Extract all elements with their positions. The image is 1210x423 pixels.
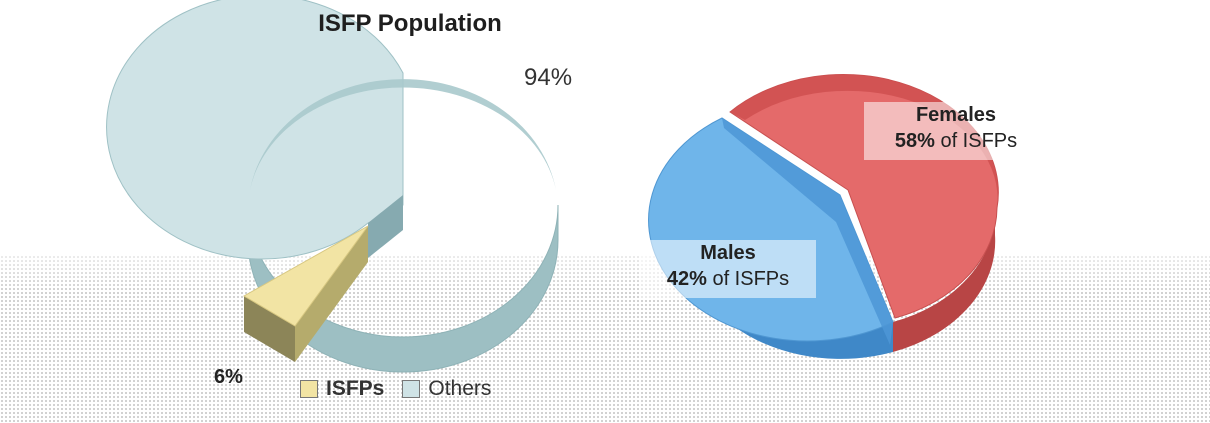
legend-swatch-others [402, 380, 421, 398]
legend-label-isfps: ISFPs [326, 377, 385, 400]
legend-swatch-isfps [300, 380, 318, 398]
males-percent: 42% [666, 268, 707, 290]
females-callout: Females 58% of ISFPs [864, 102, 1048, 160]
slice-isfps-side-b [295, 226, 368, 362]
legend-label-others: Others [428, 377, 492, 400]
males-suffix: of ISFPs [706, 268, 790, 290]
chart-title: ISFP Population [318, 10, 502, 37]
legend: ISFPs Others [300, 377, 509, 401]
females-percent: 58% [894, 130, 935, 152]
slice-females-side [893, 205, 996, 352]
others-value-label: 94% [524, 64, 573, 91]
slice-isfps [242, 225, 369, 327]
isfps-value-label: 6% [214, 366, 243, 388]
slice-others [106, 0, 404, 260]
slice-cut-face [368, 195, 403, 258]
females-suffix: of ISFPs [934, 130, 1018, 152]
legend-item-others: Others [402, 377, 491, 401]
males-label: Males [700, 242, 756, 264]
females-label: Females [915, 104, 997, 126]
males-callout: Males 42% of ISFPs [640, 240, 816, 298]
pie-population [106, 0, 559, 373]
males-share: 42% of ISFPs [640, 266, 816, 292]
legend-item-isfps: ISFPs [300, 377, 384, 401]
slice-isfps-side-a [244, 296, 295, 362]
females-share: 58% of ISFPs [864, 128, 1048, 154]
